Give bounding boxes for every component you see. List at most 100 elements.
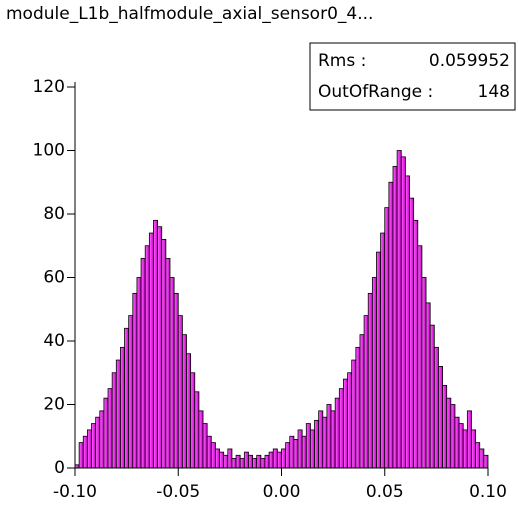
bar (231, 458, 237, 469)
bar (264, 454, 270, 469)
bar (256, 454, 262, 469)
stats-box (309, 42, 516, 111)
bar (194, 391, 200, 469)
bar (433, 346, 439, 469)
bar (157, 226, 163, 469)
bar (351, 359, 357, 469)
bar (186, 353, 192, 469)
x-tick-label: -0.10 (53, 482, 97, 502)
bar (140, 258, 146, 469)
bar (310, 429, 315, 469)
y-tick-label: 20 (43, 395, 65, 415)
bar (289, 435, 295, 469)
x-tick-label: 0.10 (469, 482, 507, 502)
bar (120, 346, 125, 469)
bar (425, 302, 431, 469)
bar (384, 207, 390, 469)
y-tick-label: 120 (33, 77, 65, 97)
bar (359, 334, 365, 469)
x-tick-label: -0.05 (156, 482, 200, 502)
y-tick-label: 40 (43, 331, 65, 351)
bar (301, 435, 307, 469)
bar (376, 251, 382, 469)
bar (322, 416, 328, 469)
bar (136, 277, 142, 469)
bar (202, 423, 208, 469)
x-tick-label: 0.05 (366, 482, 404, 502)
bar (396, 150, 402, 469)
chart-title: module_L1b_halfmodule_axial_sensor0_4... (6, 4, 373, 24)
bar (161, 238, 167, 469)
bar (223, 454, 229, 469)
bar (190, 372, 196, 469)
bar (483, 454, 489, 469)
bar (421, 277, 427, 469)
bar (338, 388, 344, 469)
bar (404, 175, 410, 469)
bar (103, 397, 109, 469)
bar (82, 435, 88, 469)
bar (169, 277, 175, 469)
y-tick-label: 60 (43, 268, 65, 288)
bar (206, 435, 212, 469)
bar (438, 365, 443, 469)
bar (281, 448, 287, 469)
bar (293, 439, 299, 469)
bar (181, 334, 187, 469)
bar (355, 346, 361, 469)
bar (198, 410, 204, 469)
bar (248, 454, 253, 469)
bar (260, 458, 266, 469)
bar (380, 232, 386, 469)
bar (334, 397, 340, 469)
bar (144, 245, 150, 469)
bar (210, 442, 216, 469)
bar (409, 197, 415, 469)
bar (305, 423, 311, 469)
bar (429, 324, 435, 469)
bar (462, 429, 468, 469)
bar (124, 327, 130, 469)
bar (450, 404, 456, 469)
bar (343, 378, 348, 469)
stats-value: 148 (478, 82, 510, 102)
x-tick-label: 0.00 (263, 482, 301, 502)
bar (128, 315, 134, 469)
bar (99, 410, 105, 469)
bar (78, 442, 84, 469)
bar (446, 397, 452, 469)
bar (330, 410, 336, 469)
bar (471, 429, 477, 469)
stats-value: 0.059952 (429, 51, 510, 71)
stats-label: Rms : (318, 51, 366, 71)
bar (371, 277, 377, 469)
bar (86, 429, 92, 469)
bar (132, 292, 138, 469)
bar (314, 419, 320, 469)
bar (479, 448, 485, 469)
bar (417, 245, 423, 469)
bar (297, 429, 303, 469)
bar (400, 156, 406, 469)
bar (91, 423, 97, 469)
bar (442, 385, 448, 469)
stats-label: OutOfRange : (318, 82, 433, 102)
bar (458, 423, 464, 469)
bar (318, 410, 324, 469)
bar (153, 219, 159, 469)
y-tick-label: 80 (43, 204, 65, 224)
bar (148, 232, 154, 469)
bar (363, 315, 369, 469)
bar (454, 416, 460, 469)
bar (276, 451, 282, 469)
bar (227, 448, 233, 469)
bar (243, 451, 249, 469)
bar (268, 451, 274, 469)
bar (107, 388, 113, 469)
bar (392, 165, 398, 469)
y-tick-label: 0 (54, 458, 65, 478)
bar (115, 359, 121, 469)
bar (285, 442, 291, 469)
bar (95, 416, 101, 469)
